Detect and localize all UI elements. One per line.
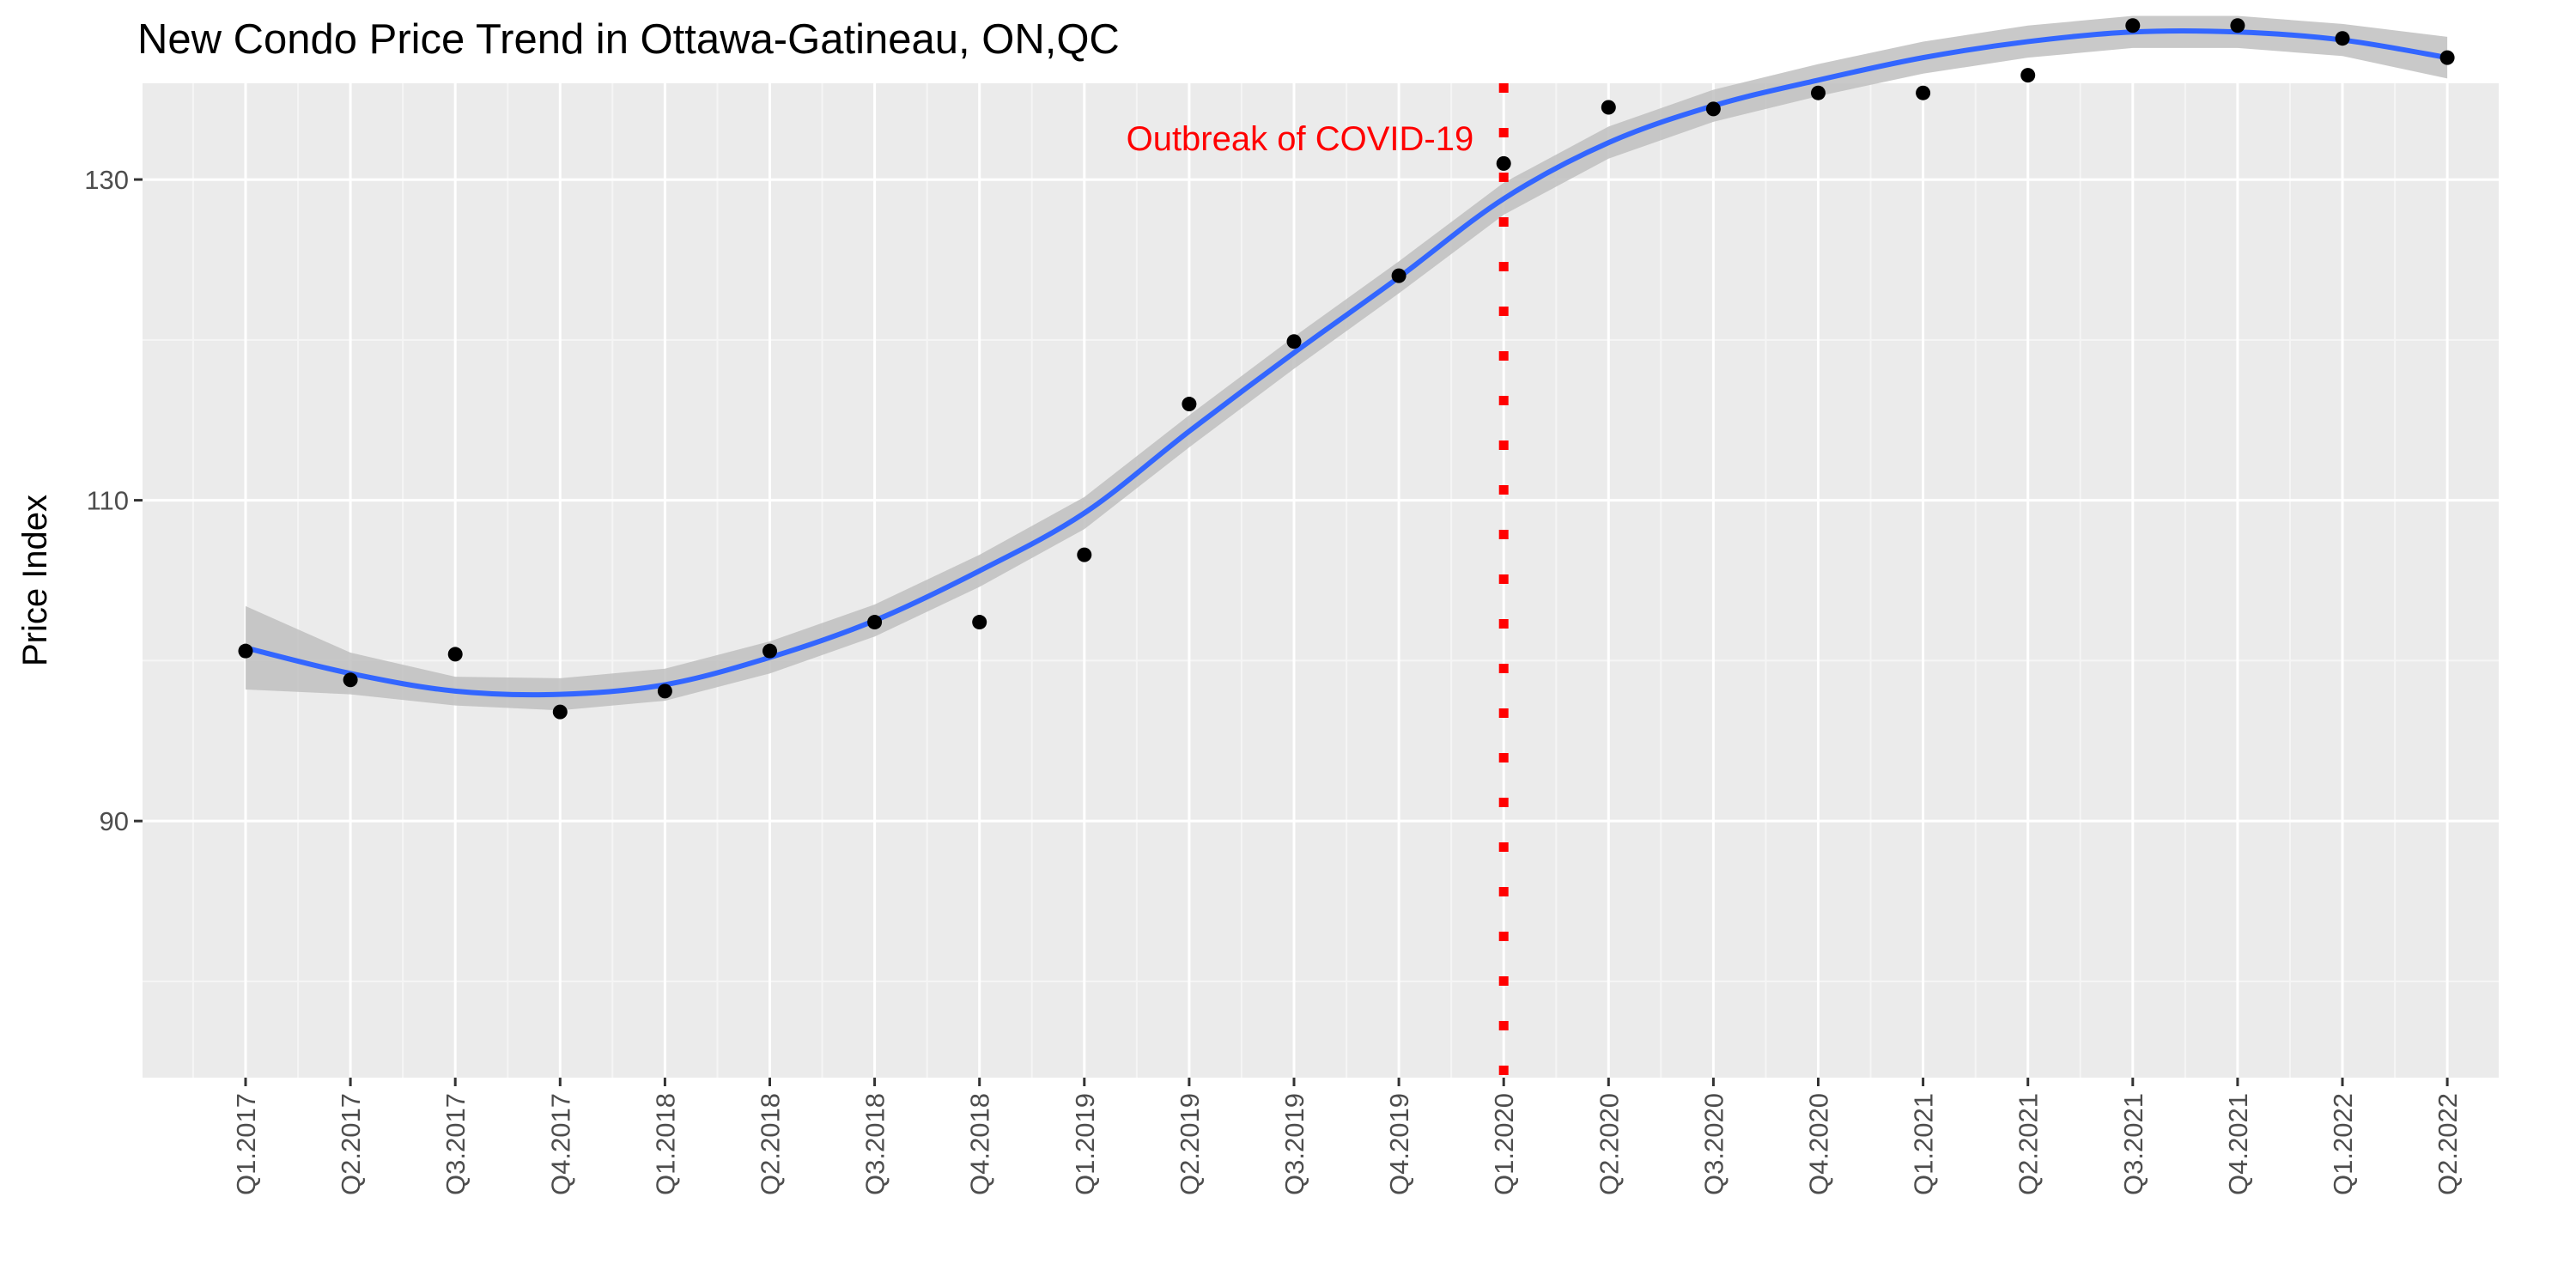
data-point: [343, 672, 358, 688]
chart-title: New Condo Price Trend in Ottawa-Gatineau…: [137, 16, 1120, 63]
x-tick-label: Q1.2022: [2328, 1093, 2358, 1195]
y-tick-label: 130: [84, 165, 129, 195]
x-tick-label: Q3.2018: [860, 1093, 890, 1195]
y-axis-label: Price Index: [16, 495, 54, 666]
smooth-line-layer: [243, 27, 2451, 698]
x-tick-label: Q2.2020: [1594, 1093, 1624, 1195]
y-tick-label: 90: [100, 806, 129, 836]
x-tick-label: Q1.2017: [231, 1093, 261, 1195]
data-point: [1391, 268, 1406, 283]
data-point: [762, 643, 777, 659]
x-tick-label: Q1.2019: [1070, 1093, 1100, 1195]
data-point: [447, 647, 463, 662]
data-point: [1601, 100, 1616, 115]
data-point: [2125, 18, 2141, 33]
data-point: [1286, 334, 1302, 349]
x-tick-label: Q2.2018: [756, 1093, 786, 1195]
y-axis-ticks: 90 110 130: [84, 165, 143, 836]
y-tick-label: 110: [87, 486, 129, 516]
x-tick-label: Q3.2020: [1698, 1093, 1728, 1195]
x-tick-label: Q2.2022: [2433, 1093, 2463, 1195]
data-point: [2020, 68, 2036, 83]
x-tick-label: Q4.2018: [965, 1093, 995, 1195]
data-point: [1077, 547, 1092, 562]
smooth-trend-line: [243, 27, 2451, 698]
x-tick-label: Q4.2021: [2223, 1093, 2253, 1195]
major-gridlines: [143, 83, 2499, 1078]
plot-panel: [143, 83, 2499, 1078]
data-point: [972, 615, 987, 630]
data-point: [552, 704, 568, 720]
x-tick-label: Q1.2020: [1489, 1093, 1519, 1195]
x-tick-label: Q2.2017: [336, 1093, 366, 1195]
data-point: [2439, 50, 2455, 65]
x-tick-label: Q1.2021: [1909, 1093, 1939, 1195]
x-tick-label: Q3.2021: [2118, 1093, 2148, 1195]
data-point: [657, 683, 672, 699]
x-tick-label: Q4.2020: [1804, 1093, 1834, 1195]
data-point: [1182, 397, 1197, 412]
data-point: [1496, 155, 1511, 171]
x-tick-label: Q4.2017: [545, 1093, 575, 1195]
data-points-layer: [238, 18, 2455, 720]
minor-gridlines: [143, 83, 2499, 1078]
x-tick-label: Q2.2019: [1175, 1093, 1205, 1195]
x-tick-label: Q2.2021: [2014, 1093, 2044, 1195]
covid-annotation: Outbreak of COVID-19: [1127, 120, 1474, 158]
data-point: [2230, 18, 2245, 33]
data-point: [2335, 31, 2350, 46]
data-point: [1811, 85, 1826, 100]
data-point: [238, 643, 253, 659]
x-tick-label: Q4.2019: [1384, 1093, 1414, 1195]
x-axis-ticks: Q1.2017 Q2.2017 Q3.2017 Q4.2017 Q1.2018 Q2.20…: [231, 1078, 2463, 1195]
x-tick-label: Q1.2018: [650, 1093, 680, 1195]
data-point: [1705, 101, 1721, 117]
x-tick-label: Q3.2019: [1279, 1093, 1309, 1195]
x-tick-label: Q3.2017: [440, 1093, 471, 1195]
data-point: [1916, 85, 1931, 100]
data-point: [867, 615, 883, 630]
